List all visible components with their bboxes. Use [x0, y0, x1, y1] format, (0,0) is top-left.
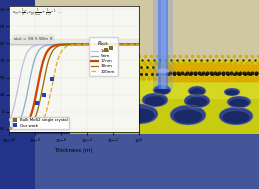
Polygon shape — [55, 59, 259, 99]
Bar — [161, 0, 166, 89]
Ellipse shape — [155, 87, 169, 94]
Polygon shape — [55, 99, 259, 134]
Ellipse shape — [81, 108, 109, 122]
Bar — [158, 0, 168, 89]
Ellipse shape — [123, 86, 137, 93]
Ellipse shape — [229, 99, 249, 107]
Ellipse shape — [227, 96, 251, 108]
Ellipse shape — [126, 108, 154, 122]
Ellipse shape — [122, 104, 158, 124]
Polygon shape — [30, 89, 70, 134]
Bar — [0, 131, 259, 189]
Ellipse shape — [170, 105, 206, 125]
Ellipse shape — [219, 107, 253, 125]
Legend: Bulk MoS2 single crystal, Our work: Bulk MoS2 single crystal, Our work — [12, 117, 69, 129]
Bar — [55, 94, 259, 134]
Ellipse shape — [188, 86, 206, 96]
Ellipse shape — [153, 85, 171, 95]
Ellipse shape — [142, 93, 168, 107]
Bar — [0, 0, 35, 189]
Ellipse shape — [184, 94, 210, 108]
Bar — [153, 0, 173, 89]
Ellipse shape — [190, 88, 204, 95]
Text: $\kappa_{bulk}$ = 98.5 W/m K: $\kappa_{bulk}$ = 98.5 W/m K — [13, 35, 54, 43]
Ellipse shape — [224, 88, 240, 96]
Polygon shape — [30, 124, 70, 134]
Ellipse shape — [222, 111, 250, 124]
Ellipse shape — [226, 90, 238, 95]
Ellipse shape — [186, 97, 207, 107]
X-axis label: Thickness (m): Thickness (m) — [54, 148, 93, 153]
Ellipse shape — [77, 104, 113, 124]
Ellipse shape — [102, 92, 128, 106]
Ellipse shape — [145, 96, 166, 106]
Ellipse shape — [121, 84, 139, 94]
Ellipse shape — [105, 95, 125, 105]
Ellipse shape — [174, 109, 202, 123]
Text: $\kappa_{in} = \frac{1}{3}C_v v_g \left(\frac{1}{l_{grain}} + \frac{1}{l_{ph}}\r: $\kappa_{in} = \frac{1}{3}C_v v_g \left(… — [12, 8, 62, 19]
Bar — [55, 59, 259, 134]
Ellipse shape — [157, 68, 169, 74]
